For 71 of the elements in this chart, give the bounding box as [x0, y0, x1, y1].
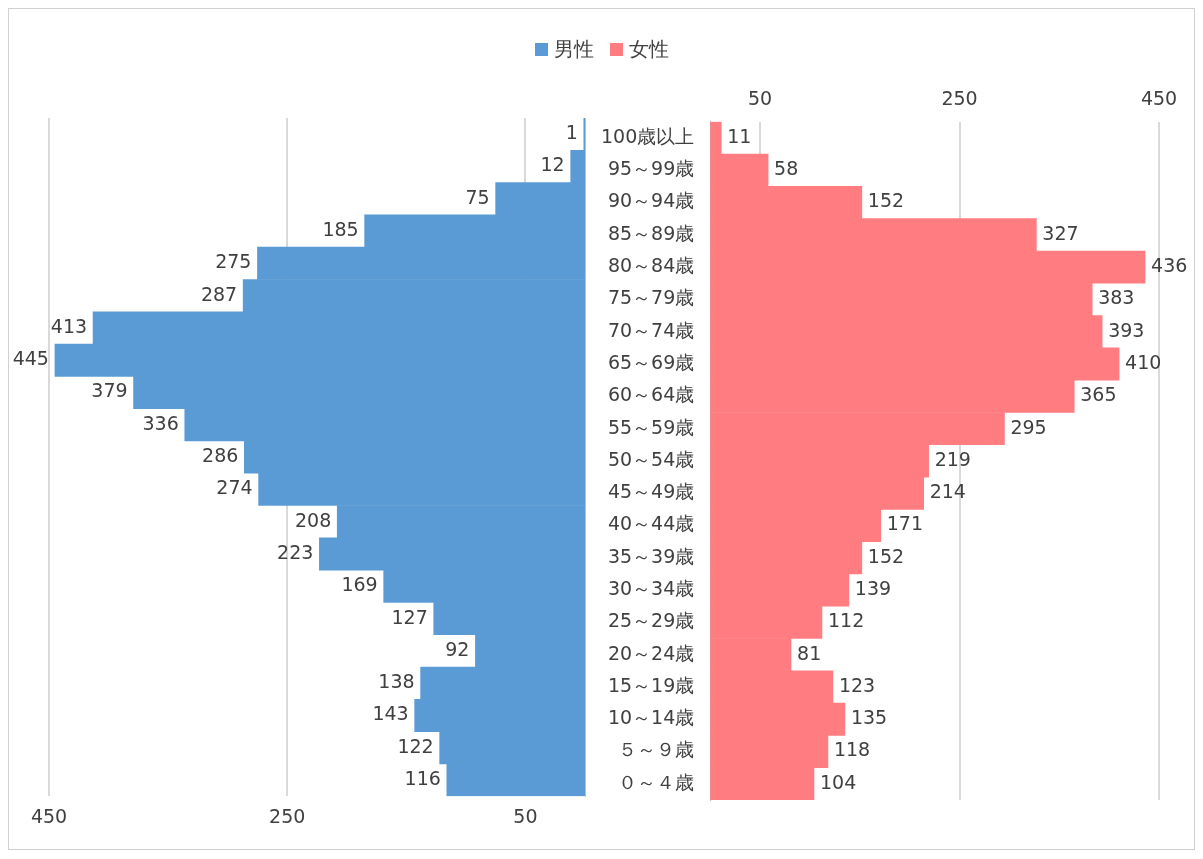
data-label: 274 [216, 476, 253, 499]
y-tick-label: 30～34歳 [607, 577, 695, 600]
x-tick-label: 450 [1140, 87, 1178, 110]
data-label: 152 [867, 544, 905, 567]
y-tick-label: ５～９歳 [618, 738, 695, 761]
data-label: 116 [404, 766, 441, 789]
y-tick-label: 95～99歳 [607, 157, 695, 180]
data-label: 295 [1010, 415, 1047, 438]
data-label: 275 [215, 250, 252, 273]
x-tick-label: 250 [941, 87, 978, 110]
data-label: 336 [142, 411, 179, 434]
data-label: 219 [934, 447, 971, 470]
data-label: 393 [1108, 318, 1145, 341]
y-tick-label: 20～24歳 [607, 641, 695, 664]
data-label: 171 [886, 512, 924, 535]
data-label: 436 [1151, 254, 1188, 277]
data-label: 92 [445, 637, 470, 660]
y-tick-label: ０～４歳 [618, 770, 695, 793]
data-label: 12 [540, 153, 565, 176]
data-label: 118 [833, 738, 871, 761]
data-label: 413 [50, 314, 88, 337]
y-tick-label: 15～19歳 [607, 673, 695, 696]
data-label: 327 [1042, 221, 1079, 244]
y-tick-label: 55～59歳 [607, 415, 695, 438]
data-label: 58 [774, 157, 799, 180]
data-label: 127 [391, 605, 428, 628]
x-tick-label: 450 [30, 804, 68, 827]
data-label: 214 [929, 480, 966, 503]
data-label: 75 [465, 185, 490, 208]
data-label: 1 [565, 121, 578, 144]
data-label: 286 [202, 444, 239, 467]
y-tick-label: 35～39歳 [607, 544, 695, 567]
y-tick-label: 80～84歳 [607, 254, 695, 277]
data-label: 122 [397, 734, 434, 757]
data-label: 112 [827, 609, 865, 632]
data-label: 143 [372, 702, 409, 725]
y-tick-label: 65～69歳 [607, 350, 695, 373]
data-label: 223 [277, 540, 314, 563]
data-label: 169 [341, 573, 378, 596]
data-label: 104 [819, 770, 857, 793]
y-tick-label: 75～79歳 [607, 286, 695, 309]
data-label: 208 [294, 508, 332, 531]
y-tick-label: 50～54歳 [607, 447, 695, 470]
data-label: 383 [1098, 286, 1135, 309]
y-tick-label: 10～14歳 [607, 706, 695, 729]
data-label: 410 [1125, 350, 1162, 373]
data-label: 139 [854, 577, 892, 600]
data-label: 185 [322, 217, 359, 240]
data-label: 11 [727, 124, 752, 147]
y-tick-label: 90～94歳 [607, 189, 695, 212]
data-label: 365 [1080, 383, 1117, 406]
y-tick-label: 40～44歳 [607, 512, 695, 535]
legend-label: 男性 [553, 35, 594, 63]
data-label: 445 [12, 347, 49, 370]
data-label: 81 [797, 641, 822, 664]
data-label: 287 [200, 282, 238, 305]
x-tick-label: 250 [269, 804, 306, 827]
y-tick-label: 85～89歳 [607, 221, 695, 244]
y-tick-label: 45～49歳 [607, 480, 695, 503]
y-tick-label: 70～74歳 [607, 318, 695, 341]
data-label: 123 [838, 673, 876, 696]
x-tick-label: 50 [513, 804, 538, 827]
legend-label: 女性 [628, 35, 669, 63]
x-tick-label: 50 [748, 87, 773, 110]
data-label: 138 [378, 670, 415, 693]
data-label: 379 [91, 379, 128, 402]
data-label: 152 [867, 189, 905, 212]
y-tick-label: 100歳以上 [601, 124, 695, 147]
y-tick-label: 25～29歳 [607, 609, 695, 632]
data-label: 135 [850, 706, 888, 729]
y-tick-label: 60～64歳 [607, 383, 695, 406]
